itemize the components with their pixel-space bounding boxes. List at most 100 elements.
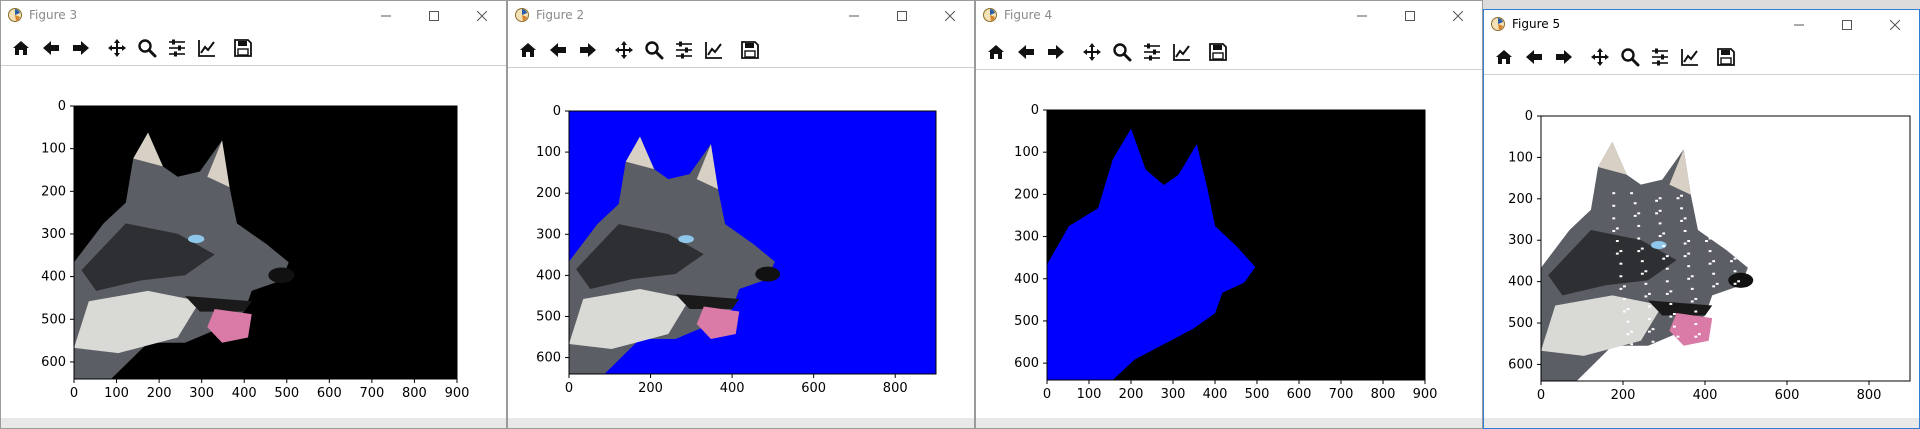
matplotlib-app-icon [7,7,23,23]
configure-subplots-button[interactable] [672,40,696,60]
maximize-button[interactable] [1390,1,1430,31]
configure-subplots-icon [676,41,692,59]
y-tick-label: 100 [536,145,561,160]
pan-button[interactable] [1588,47,1612,67]
x-tick-label: 600 [801,381,826,396]
save-button[interactable] [1714,47,1738,67]
back-button[interactable] [546,40,570,60]
zoom-button[interactable] [135,38,159,58]
y-tick-label: 400 [41,270,66,285]
edit-axis-button[interactable] [195,38,219,58]
matplotlib-app-icon [982,7,998,23]
x-tick-label: 500 [274,386,299,401]
figure-5-window: Figure 5 0 200 400 600 800 0 100 200 300 400 500 600 [1483,9,1920,429]
y-tick-label: 300 [1508,233,1533,248]
minimize-icon [849,15,859,17]
close-button[interactable] [462,1,502,31]
pan-icon [1591,48,1609,66]
save-icon [234,39,252,57]
x-tick-label: 300 [189,386,214,401]
save-button[interactable] [1206,42,1230,62]
save-button[interactable] [231,38,255,58]
save-icon [1717,48,1735,66]
title-bar[interactable]: Figure 2 [508,1,974,31]
x-tick-label: 200 [638,381,663,396]
maximize-icon [429,11,439,21]
x-tick-label: 400 [232,386,257,401]
pan-button[interactable] [1080,42,1104,62]
forward-button[interactable] [576,40,600,60]
edit-axis-button[interactable] [1678,47,1702,67]
zoom-button[interactable] [642,40,666,60]
forward-button[interactable] [1044,42,1068,62]
maximize-button[interactable] [882,1,922,31]
title-bar[interactable]: Figure 4 [976,1,1482,31]
navigation-toolbar [976,35,1482,70]
minimize-button[interactable] [1779,10,1819,40]
figure-canvas[interactable]: 0 100 200 300 400 500 600 700 800 900 0 100 200 300 40… [976,70,1482,428]
minimize-button[interactable] [1342,1,1382,31]
x-tick-label: 0 [70,386,78,401]
forward-icon [1556,50,1572,64]
save-button[interactable] [738,40,762,60]
pan-button[interactable] [105,38,129,58]
close-button[interactable] [1438,1,1478,31]
title-bar[interactable]: Figure 5 [1484,10,1919,40]
zoom-icon [138,39,157,58]
y-tick-label: 600 [1508,357,1533,372]
forward-button[interactable] [69,38,93,58]
window-title: Figure 5 [1512,17,1561,31]
navigation-toolbar [508,33,974,68]
minimize-icon [1794,24,1804,26]
y-tick-label: 100 [1014,145,1039,160]
edit-axis-button[interactable] [702,40,726,60]
image-axes[interactable]: 0 100 200 300 400 500 600 700 800 900 0 100 200 300 40… [24,96,477,409]
home-button[interactable] [9,38,33,58]
edit-axis-button[interactable] [1170,42,1194,62]
forward-icon [1048,45,1064,59]
figure-canvas[interactable]: 0 100 200 300 400 500 600 700 800 900 0 100 200 300 40… [1,66,506,428]
maximize-button[interactable] [414,1,454,31]
x-tick-label: 0 [1537,388,1545,403]
axes-frame [1540,115,1911,382]
configure-subplots-button[interactable] [1140,42,1164,62]
back-button[interactable] [39,38,63,58]
home-icon [520,43,536,57]
figure-canvas[interactable]: 0 200 400 600 800 0 100 200 300 400 500 600 [1484,75,1919,428]
y-tick-label: 0 [1031,103,1039,118]
husky-dog-image [569,136,781,374]
y-tick-label: 200 [536,186,561,201]
back-button[interactable] [1014,42,1038,62]
zoom-button[interactable] [1110,42,1134,62]
x-tick-label: 600 [1287,387,1312,402]
close-icon [477,11,487,21]
axes-frame [1046,109,1426,381]
image-axes[interactable]: 0 200 400 600 800 0 100 200 300 400 500 600 [519,101,956,404]
figure-canvas[interactable]: 0 200 400 600 800 0 100 200 300 400 500 600 [508,68,974,428]
y-tick-label: 600 [1014,356,1039,371]
x-tick-label: 200 [1119,387,1144,402]
configure-subplots-button[interactable] [165,38,189,58]
pan-button[interactable] [612,40,636,60]
forward-button[interactable] [1552,47,1576,67]
home-button[interactable] [516,40,540,60]
configure-subplots-button[interactable] [1648,47,1672,67]
image-axes[interactable]: 0 200 400 600 800 0 100 200 300 400 500 600 [1491,106,1919,411]
home-button[interactable] [984,42,1008,62]
image-display [1047,110,1425,380]
close-button[interactable] [1875,10,1915,40]
home-button[interactable] [1492,47,1516,67]
minimize-button[interactable] [834,1,874,31]
y-tick-label: 400 [1014,272,1039,287]
close-button[interactable] [930,1,970,31]
maximize-button[interactable] [1827,10,1867,40]
maximize-icon [1405,11,1415,21]
title-bar[interactable]: Figure 3 [1,1,506,31]
image-axes[interactable]: 0 100 200 300 400 500 600 700 800 900 0 100 200 300 40… [997,100,1445,410]
minimize-button[interactable] [366,1,406,31]
forward-icon [580,43,596,57]
zoom-button[interactable] [1618,47,1642,67]
figure-3-window: Figure 3 0 100 200 300 400 500 600 700 800 900 0 100… [0,0,507,429]
y-tick-label: 300 [1014,230,1039,245]
back-button[interactable] [1522,47,1546,67]
